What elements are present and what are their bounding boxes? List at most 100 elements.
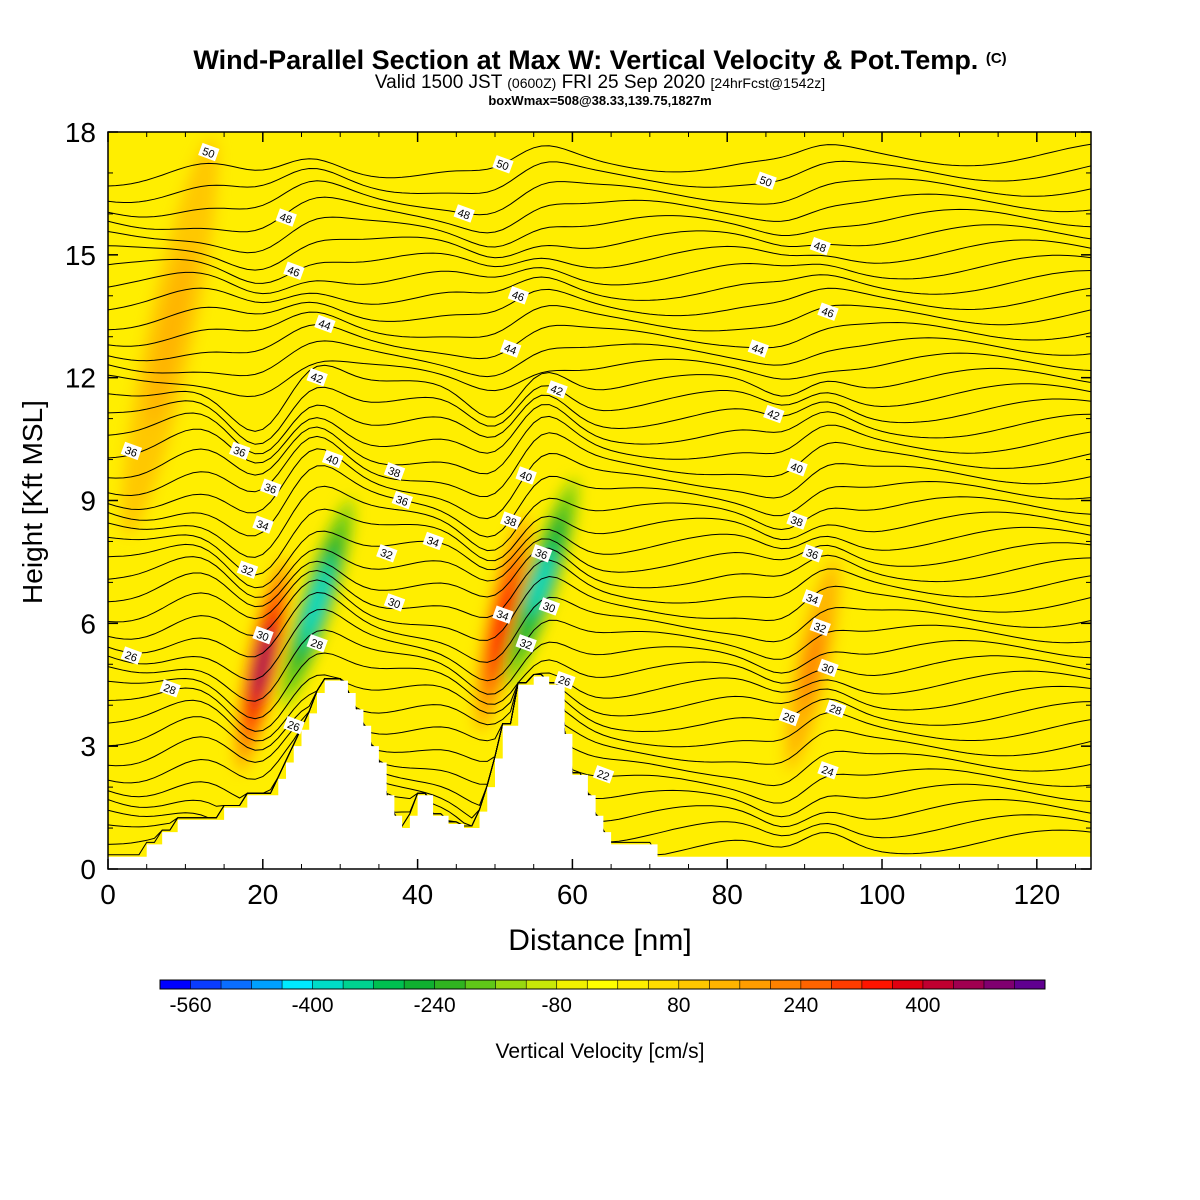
theta-contour-label: 40 (321, 449, 344, 469)
theta-contour (108, 304, 1091, 347)
w-feature-shade (802, 630, 822, 698)
svg-text:38: 38 (386, 465, 402, 480)
theta-contour-label: 34 (492, 605, 514, 624)
chart-title: Wind-Parallel Section at Max W: Vertical… (193, 45, 1007, 75)
theta-contour (108, 394, 1091, 455)
theta-contour (108, 239, 1091, 284)
theta-contour-label: 50 (198, 142, 220, 162)
colorbar-swatch (617, 980, 649, 989)
theta-contour (108, 415, 1091, 479)
theta-contour-label: 48 (453, 204, 475, 223)
colorbar-tick-label: -560 (170, 994, 212, 1017)
colorbar-swatch (831, 980, 863, 989)
svg-text:40: 40 (789, 461, 805, 476)
contour-labels: 50 50 50 48 48 48 46 46 46 44 44 44 42 42 42 36 36 40 38 40… (120, 142, 847, 784)
colorbar-swatch (861, 980, 893, 989)
colorbar-swatch (434, 980, 466, 989)
colorbar-tick-label: -400 (292, 994, 334, 1017)
theta-contour-label: 22 (592, 765, 615, 784)
theta-contour-label: 26 (120, 646, 143, 665)
svg-text:44: 44 (502, 342, 518, 357)
theta-contour-label: 36 (391, 490, 413, 510)
theta-contour-label: 32 (376, 544, 398, 563)
theta-contour-label: 28 (825, 699, 847, 719)
theta-contour (108, 674, 1091, 767)
theta-contour (108, 269, 1091, 311)
theta-contour (108, 287, 1091, 331)
x-tick-label: 20 (247, 879, 278, 910)
theta-contour (108, 448, 1091, 520)
theta-contour (108, 321, 1091, 362)
svg-text:32: 32 (239, 563, 255, 578)
svg-text:26: 26 (123, 649, 139, 664)
svg-text:26: 26 (781, 711, 797, 726)
theta-contour-label: 32 (515, 634, 537, 653)
theta-contour-label: 38 (499, 511, 522, 530)
svg-text:28: 28 (162, 682, 178, 697)
x-tick-label: 40 (402, 879, 433, 910)
w-feature-shade (493, 589, 513, 657)
svg-text:26: 26 (557, 674, 573, 689)
colorbar-swatch (465, 980, 497, 989)
theta-contour (108, 652, 1091, 720)
theta-contour (108, 526, 1091, 589)
svg-text:44: 44 (750, 342, 766, 357)
colorbar-frame (159, 979, 1046, 990)
svg-text:40: 40 (324, 453, 340, 468)
chart-subtitle: Valid 1500 JST (0600Z) FRI 25 Sep 2020 [… (374, 72, 826, 93)
colorbar-swatch (1014, 980, 1046, 989)
theta-contour (108, 352, 1091, 398)
theta-contour-label: 30 (252, 625, 274, 645)
theta-contour-label: 24 (817, 761, 839, 780)
x-tick-label: 80 (712, 879, 743, 910)
colorbar-swatch (922, 980, 954, 989)
theta-contour-label: 38 (383, 462, 406, 481)
svg-text:34: 34 (425, 535, 441, 550)
svg-text:24: 24 (820, 764, 836, 779)
svg-text:44: 44 (317, 318, 333, 333)
theta-contour-label: 50 (755, 171, 777, 190)
theta-contour-label: 40 (786, 458, 808, 477)
terrain (108, 676, 1091, 869)
svg-text:36: 36 (123, 445, 139, 460)
theta-contour-label: 28 (159, 679, 181, 698)
colorbar-title: Vertical Velocity [cm/s] (496, 1040, 705, 1063)
y-tick-label: 18 (65, 117, 96, 148)
y-tick-label: 3 (80, 731, 96, 762)
colorbar-swatch (678, 980, 710, 989)
colorbar-swatch (648, 980, 680, 989)
svg-text:36: 36 (804, 547, 820, 562)
theta-contour (108, 559, 1091, 623)
y-tick-label: 12 (65, 363, 96, 394)
colorbar-swatch (495, 980, 527, 989)
x-tick-label: 100 (859, 879, 906, 910)
theta-contour-label: 34 (422, 531, 444, 551)
theta-contour (108, 193, 1091, 234)
theta-contour-label: 30 (383, 593, 406, 612)
theta-contour-label: 50 (492, 155, 514, 174)
y-tick-label: 0 (80, 854, 96, 885)
theta-contour (108, 364, 1091, 432)
svg-text:32: 32 (378, 547, 394, 562)
svg-text:42: 42 (549, 383, 565, 398)
theta-contour (108, 404, 1091, 464)
colorbar-swatch (770, 980, 802, 989)
svg-text:30: 30 (541, 600, 557, 615)
svg-text:38: 38 (502, 514, 518, 529)
svg-text:30: 30 (255, 629, 271, 644)
theta-contour (108, 575, 1091, 641)
theta-contour (108, 465, 1091, 538)
theta-contour (108, 432, 1091, 498)
x-axis-label: Distance [nm] (508, 924, 691, 957)
colorbar-swatch (343, 980, 375, 989)
colorbar-tick-label: 400 (905, 994, 940, 1017)
colorbar-tick-label: -80 (542, 994, 572, 1017)
svg-text:30: 30 (386, 596, 402, 611)
svg-text:34: 34 (255, 518, 271, 533)
theta-contour-label: 30 (817, 658, 839, 678)
theta-contour (108, 383, 1091, 445)
theta-contour (108, 254, 1091, 295)
w-feature-shade (155, 279, 185, 394)
colorbar-swatch (556, 980, 588, 989)
theta-contour-label: 32 (236, 560, 259, 579)
